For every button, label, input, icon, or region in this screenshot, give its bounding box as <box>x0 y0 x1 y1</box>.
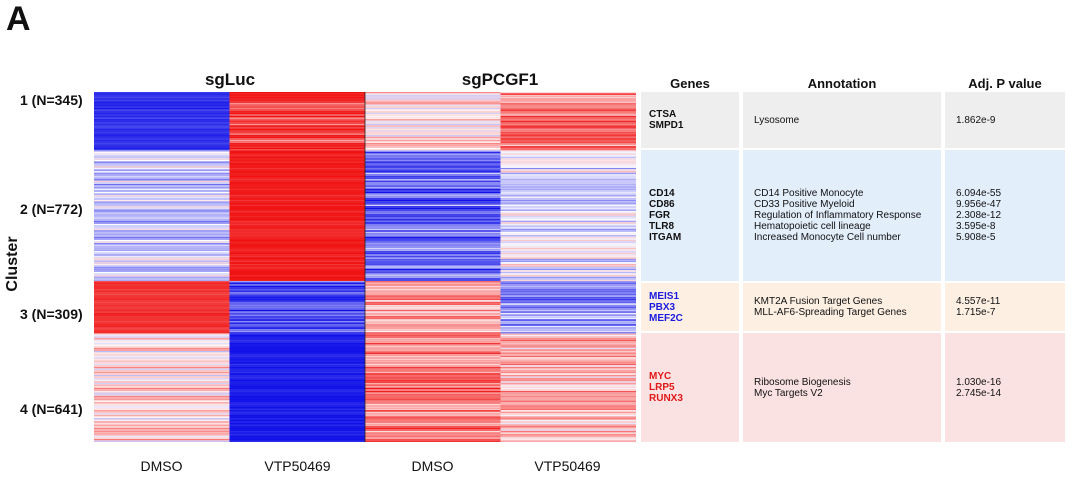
table-cell-genes-row1: CTSA SMPD1 <box>641 92 739 148</box>
gene-name: RUNX3 <box>649 393 683 404</box>
adj-p-value: 1.030e-16 <box>956 377 1002 388</box>
heatmap-stripes-cluster2-col3 <box>365 150 501 282</box>
annotation-term: Increased Monocyte Cell number <box>754 232 901 243</box>
column-label-sgpcgf1-dmso: DMSO <box>411 458 454 474</box>
cluster-label-1: 1 (N=345) <box>20 92 83 108</box>
heatmap-stripes-cluster1-col1 <box>94 92 230 151</box>
group-title-sgpcgf1: sgPCGF1 <box>461 70 539 89</box>
adj-p-value: 5.908e-5 <box>956 232 996 243</box>
adj-p-value: 9.956e-47 <box>956 199 1002 210</box>
table-cell-pvalue-row4: 1.030e-16 2.745e-14 <box>945 333 1065 442</box>
gene-name: ITGAM <box>649 232 682 243</box>
table-header-annotation: Annotation <box>807 76 877 91</box>
annotation-term: Lysosome <box>754 115 800 126</box>
cluster-label-4: 4 (N=641) <box>20 401 83 417</box>
table-cell-annotation-row2: CD14 Positive Monocyte CD33 Positive Myel… <box>743 150 941 281</box>
adj-p-value: 6.094e-55 <box>956 188 1002 199</box>
adj-p-value: 4.557e-11 <box>956 296 1001 307</box>
gene-name: CD86 <box>649 199 675 210</box>
gene-name: CTSA <box>649 109 677 120</box>
adj-p-value: 2.745e-14 <box>956 388 1002 399</box>
gene-name: LRP5 <box>649 382 675 393</box>
heatmap-stripes-cluster3-col1 <box>94 281 230 334</box>
cluster-label-3: 3 (N=309) <box>20 306 83 322</box>
annotation-term: Regulation of Inflammatory Response <box>754 210 922 221</box>
column-label-sgluc-vtp50469: VTP50469 <box>264 458 331 474</box>
table-cell-genes-row3: MEIS1 PBX3 MEF2C <box>641 283 739 331</box>
heatmap-stripes-cluster2-col4 <box>500 150 636 282</box>
gene-name: MEF2C <box>649 313 683 324</box>
heatmap <box>94 92 636 442</box>
table-cell-pvalue-row1: 1.862e-9 <box>945 92 1065 148</box>
annotation-term: Ribosome Biogenesis <box>754 377 851 388</box>
table-cell-annotation-row3: KMT2A Fusion Target Genes MLL-AF6-Spreadi… <box>743 283 941 331</box>
annotation-term: CD33 Positive Myeloid <box>754 199 855 210</box>
heatmap-stripes-cluster4-col2 <box>229 333 365 442</box>
adj-p-value: 1.862e-9 <box>956 115 996 126</box>
heatmap-stripes-cluster3-col3 <box>365 281 501 334</box>
y-axis-title: Cluster <box>4 236 21 292</box>
gene-name: FGR <box>649 210 671 221</box>
cluster-label-2: 2 (N=772) <box>20 201 83 217</box>
heatmap-stripes-cluster2-col2 <box>229 150 365 282</box>
column-label-sgluc-dmso: DMSO <box>140 458 183 474</box>
heatmap-stripes-cluster4-col1 <box>94 333 230 442</box>
heatmap-stripes-cluster3-col2 <box>229 281 365 334</box>
annotation-term: CD14 Positive Monocyte <box>754 188 864 199</box>
heatmap-stripes-cluster4-col3 <box>365 333 501 442</box>
heatmap-stripes-cluster1-col2 <box>229 92 365 151</box>
heatmap-stripes-cluster3-col4 <box>500 281 636 334</box>
gene-name: TLR8 <box>649 221 674 232</box>
heatmap-stripes-cluster2-col1 <box>94 150 230 282</box>
annotation-term: KMT2A Fusion Target Genes <box>754 296 883 307</box>
adj-p-value: 3.595e-8 <box>956 221 996 232</box>
heatmap-stripes-cluster4-col4 <box>500 333 636 442</box>
table-cell-annotation-row4: Ribosome Biogenesis Myc Targets V2 <box>743 333 941 442</box>
table-cell-pvalue-row3: 4.557e-11 1.715e-7 <box>945 283 1065 331</box>
annotation-term: MLL-AF6-Spreading Target Genes <box>754 307 907 318</box>
table-header-pvalue: Adj. P value <box>968 76 1042 91</box>
heatmap-stripes-cluster1-col4 <box>500 92 636 151</box>
heatmap-stripes-cluster1-col3 <box>365 92 501 151</box>
adj-p-value: 1.715e-7 <box>956 307 996 318</box>
column-label-sgpcgf1-vtp50469: VTP50469 <box>534 458 601 474</box>
annotation-term: Myc Targets V2 <box>754 388 823 399</box>
panel-letter: A <box>6 0 31 38</box>
gene-name: SMPD1 <box>649 120 684 131</box>
gene-name: PBX3 <box>649 302 676 313</box>
adj-p-value: 2.308e-12 <box>956 210 1002 221</box>
table-cell-genes-row2: CD14 CD86 FGR TLR8 ITGAM <box>641 150 739 281</box>
gene-name: CD14 <box>649 188 675 199</box>
annotation-term: Hematopoietic cell lineage <box>754 221 871 232</box>
table-cell-pvalue-row2: 6.094e-55 9.956e-47 2.308e-12 3.595e-8 5.908… <box>945 150 1065 281</box>
group-title-sgluc: sgLuc <box>204 70 256 89</box>
table-header-genes: Genes <box>670 76 710 91</box>
gene-name: MYC <box>649 371 672 382</box>
gene-name: MEIS1 <box>649 291 680 302</box>
table-cell-genes-row4: MYC LRP5 RUNX3 <box>641 333 739 442</box>
table-cell-annotation-row1: Lysosome <box>743 92 941 148</box>
